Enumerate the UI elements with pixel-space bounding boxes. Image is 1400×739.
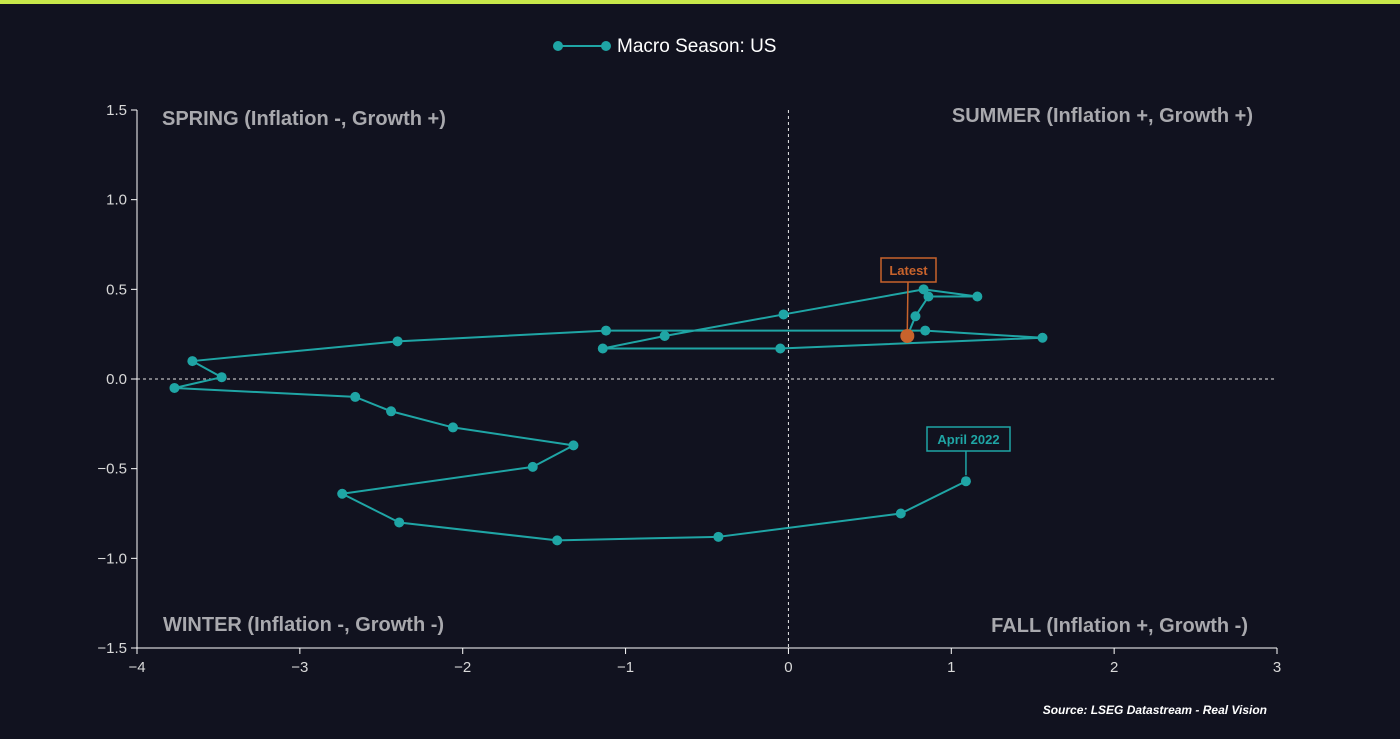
series-macro-season-us [169, 284, 1048, 546]
axes: 1.5 1.0 0.5 0.0 −0.5 −1.0 −1.5−4 −3 −2 −1 0 1 2 3 [97, 102, 1281, 676]
data-point [775, 343, 786, 354]
callouts: April 2022 Latest [880, 257, 1011, 476]
y-tick-label: −1.5 [97, 640, 127, 657]
data-point [527, 461, 538, 472]
x-tick-label: 0 [784, 659, 792, 676]
data-point [713, 531, 724, 542]
quadrant-label-spring: SPRING (Inflation -, Growth +) [162, 108, 446, 130]
y-tick-label: 1.0 [106, 192, 127, 209]
data-point [918, 284, 929, 295]
macro-season-chart: Macro Season: US SPRING (Inflation -, Gr… [97, 36, 1281, 717]
x-tick-label: −3 [291, 659, 308, 676]
callout-april-2022-label: April 2022 [937, 432, 999, 447]
x-tick-label: 1 [947, 659, 955, 676]
y-tick-label: −1.0 [97, 550, 127, 567]
source-note: Source: LSEG Datastream - Real Vision [1043, 703, 1267, 717]
data-point [386, 406, 397, 417]
quadrant-label-winter: WINTER (Inflation -, Growth -) [163, 614, 444, 636]
data-point [972, 291, 983, 302]
callout-april-2022-box [926, 426, 1011, 452]
quadrant-label-summer: SUMMER (Inflation +, Growth +) [952, 105, 1253, 127]
data-point [960, 476, 971, 487]
y-tick-label: −0.5 [97, 461, 127, 478]
data-point [1037, 332, 1048, 343]
data-point [597, 343, 608, 354]
data-point [169, 382, 180, 393]
data-point [910, 311, 921, 322]
callout-latest-leader [906, 280, 909, 329]
x-tick-label: −4 [128, 659, 145, 676]
data-point [350, 391, 361, 402]
x-tick-label: 3 [1273, 659, 1281, 676]
x-tick-label: −2 [454, 659, 471, 676]
y-tick-label: 1.5 [106, 102, 127, 119]
data-point [552, 535, 563, 546]
data-point [337, 488, 348, 499]
data-point [920, 325, 931, 336]
legend-label: Macro Season: US [617, 36, 776, 57]
data-point [923, 291, 934, 302]
legend-dot-left [553, 41, 563, 51]
latest-point [900, 328, 915, 343]
data-point [778, 309, 789, 320]
legend-dot-right [601, 41, 611, 51]
data-point [187, 356, 198, 367]
data-point [392, 336, 403, 347]
data-point [447, 422, 458, 433]
data-point [394, 517, 405, 528]
data-point [568, 440, 579, 451]
callout-latest-label: Latest [889, 263, 928, 278]
quadrant-label-fall: FALL (Inflation +, Growth -) [991, 615, 1248, 637]
data-point [216, 372, 227, 383]
legend: Macro Season: US [553, 36, 776, 57]
reference-lines [137, 110, 1277, 648]
x-tick-label: 2 [1110, 659, 1118, 676]
callout-latest-box [880, 257, 937, 283]
data-point [659, 330, 670, 341]
data-point [601, 325, 612, 336]
y-tick-label: 0.0 [106, 371, 127, 388]
y-tick-label: 0.5 [106, 281, 127, 298]
data-point [895, 508, 906, 519]
x-tick-label: −1 [617, 659, 634, 676]
